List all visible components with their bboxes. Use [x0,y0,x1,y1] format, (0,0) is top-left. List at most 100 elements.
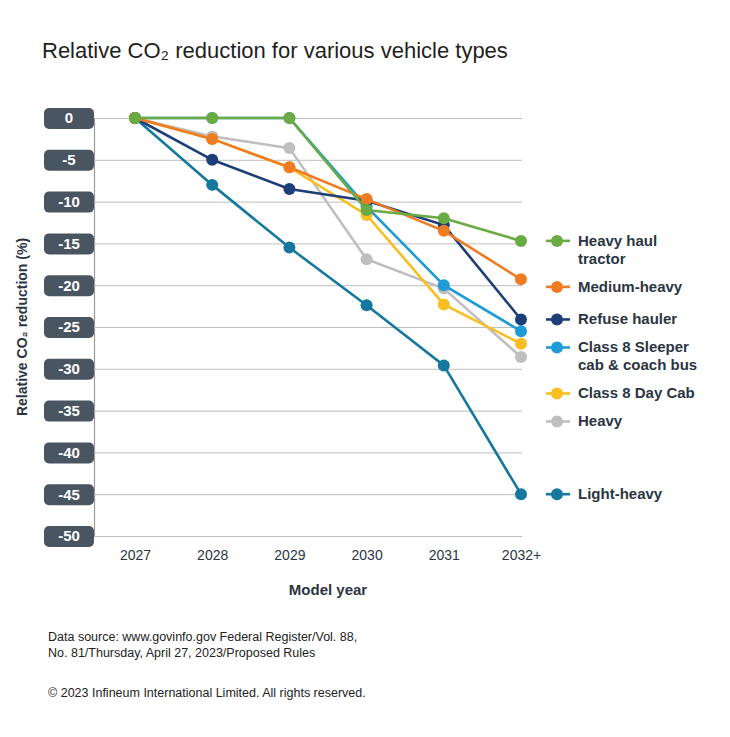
series-line [135,118,521,494]
x-tick: 2027 [120,536,151,563]
series-marker [438,279,450,291]
y-tick: -40 [44,442,522,463]
background [0,0,730,737]
legend-label: Medium-heavy [578,278,683,295]
series-marker [438,298,450,310]
x-tick: 2029 [274,536,305,563]
grid-line [94,452,522,453]
series-marker [129,112,141,124]
y-tick-label: -25 [58,318,80,335]
x-tick: 2028 [197,536,228,563]
series-marker [206,112,218,124]
tick-label-box [44,233,94,254]
series-marker [515,313,527,325]
x-axis: 202720282029203020312032+ [120,536,541,563]
annotation: No. 81/Thursday, April 27, 2023/Proposed… [48,646,315,660]
series-marker [283,161,295,173]
y-axis-title: Relative CO₂ reduction (%) [14,238,30,416]
grid-line [94,327,522,328]
tick-label-box [44,275,94,296]
series-marker [283,161,295,173]
tick-label-box [44,442,94,463]
y-tick-label: -5 [62,151,75,168]
grid-line [94,411,522,412]
series-marker [206,133,218,145]
series-marker [515,273,527,285]
plot-area [129,112,527,500]
series-marker [438,359,450,371]
legend-item: Refuse hauler [546,310,677,327]
tick-label-box [44,359,94,380]
legend-swatch-marker [551,387,563,399]
tick-label-box [44,526,94,547]
series-marker [206,179,218,191]
legend-swatch-marker [551,341,563,353]
series-marker [361,299,373,311]
series-line [135,118,521,279]
series-marker [515,338,527,350]
series-marker [515,351,527,363]
legend-label-line: Class 8 Day Cab [578,384,695,401]
grid-line [94,369,522,370]
grid-line [94,494,522,495]
annotation: Data source: www.govinfo.gov Federal Reg… [48,630,357,644]
x-tick-label: 2027 [120,547,151,563]
tick-label-box [44,108,94,129]
y-tick-label: -35 [58,402,80,419]
legend-swatch-marker [551,488,563,500]
x-tick: 2032+ [502,536,541,563]
series-marker [206,154,218,166]
legend-swatch-marker [551,313,563,325]
series [129,112,527,325]
series-marker [129,112,141,124]
tick-label-box [44,401,94,422]
legend-item: Heavy haultractor [546,232,657,267]
grid-line [94,285,522,286]
y-tick-label: -20 [58,277,80,294]
grid-line [94,202,522,203]
series [129,112,527,285]
series-marker [129,112,141,124]
series-marker [438,212,450,224]
y-axis: 0-5-10-15-20-25-30-35-40-45-50 [44,108,522,547]
series [129,112,527,337]
x-tick-label: 2032+ [502,547,541,563]
series-marker [361,204,373,216]
legend-swatch-marker [551,235,563,247]
grid-line [94,536,522,537]
legend-label: Class 8 Sleepercab & coach bus [578,338,697,373]
tick-label-box [44,150,94,171]
chart: Relative CO₂ reduction for various vehic… [0,0,730,737]
legend-swatch-marker [551,415,563,427]
series-marker [283,142,295,154]
x-tick-label: 2028 [197,547,228,563]
series [129,112,527,500]
legend-swatch-marker [551,281,563,293]
series-marker [283,183,295,195]
legend-label: Class 8 Day Cab [578,384,695,401]
series-marker [515,488,527,500]
y-tick-label: -45 [58,486,80,503]
series-line [135,118,521,331]
legend: Heavy haultractor Medium-heavy Refuse haul… [546,232,697,502]
legend-label: Refuse hauler [578,310,677,327]
series-line [135,118,521,344]
series-line [135,118,521,357]
tick-label-box [44,317,94,338]
legend-label-line: tractor [578,250,626,267]
series-marker [129,112,141,124]
x-tick-label: 2029 [274,547,305,563]
x-tick-label: 2030 [352,547,383,563]
legend-item: Heavy [546,412,623,429]
x-axis-title: Model year [289,581,368,598]
legend-label-line: Light-heavy [578,485,663,502]
legend-label-line: Heavy [578,412,623,429]
legend-label: Heavy [578,412,623,429]
y-tick-label: -10 [58,193,80,210]
legend-label: Heavy haultractor [578,232,657,267]
series [129,112,527,247]
series-line [135,118,521,241]
y-tick-label: -15 [58,235,80,252]
y-tick: -50 [44,526,522,547]
y-tick-label: 0 [65,109,73,126]
